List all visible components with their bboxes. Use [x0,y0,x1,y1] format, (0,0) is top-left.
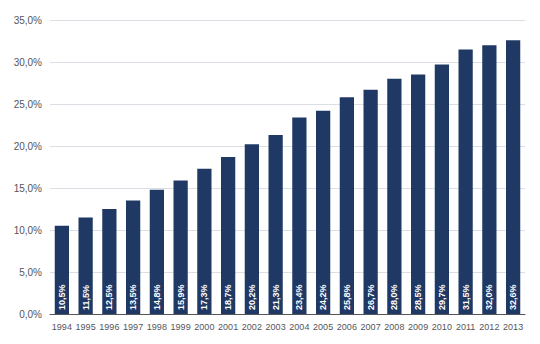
svg-text:2002: 2002 [242,322,262,332]
svg-text:1999: 1999 [171,322,191,332]
svg-text:2013: 2013 [503,322,523,332]
svg-text:15,9%: 15,9% [176,284,186,310]
svg-text:2007: 2007 [361,322,381,332]
svg-text:13,5%: 13,5% [128,284,138,310]
svg-text:10,0%: 10,0% [14,225,42,236]
svg-text:23,4%: 23,4% [294,284,304,310]
svg-text:35,0%: 35,0% [14,15,42,26]
svg-text:32,0%: 32,0% [484,284,494,310]
svg-text:2003: 2003 [266,322,286,332]
svg-text:2000: 2000 [194,322,214,332]
svg-text:1994: 1994 [52,322,72,332]
svg-text:2011: 2011 [456,322,475,332]
svg-text:15,0%: 15,0% [14,183,42,194]
svg-text:25,8%: 25,8% [342,284,352,310]
svg-text:0,0%: 0,0% [19,309,42,320]
svg-text:10,5%: 10,5% [57,284,67,310]
svg-text:2010: 2010 [432,322,452,332]
svg-text:2001: 2001 [218,322,238,332]
svg-text:2005: 2005 [313,322,333,332]
svg-text:26,7%: 26,7% [366,284,376,310]
svg-text:1995: 1995 [76,322,96,332]
svg-text:31,5%: 31,5% [461,284,471,310]
svg-text:20,0%: 20,0% [14,141,42,152]
svg-text:1998: 1998 [147,322,167,332]
svg-text:12,5%: 12,5% [104,284,114,310]
svg-text:20,2%: 20,2% [247,284,257,310]
svg-text:24,2%: 24,2% [318,284,328,310]
svg-text:2008: 2008 [384,322,404,332]
svg-text:29,7%: 29,7% [437,284,447,310]
svg-text:2004: 2004 [289,322,309,332]
svg-text:25,0%: 25,0% [14,99,42,110]
svg-text:1997: 1997 [123,322,143,332]
svg-text:28,5%: 28,5% [413,284,423,310]
svg-text:2012: 2012 [479,322,499,332]
svg-text:30,0%: 30,0% [14,57,42,68]
svg-text:5,0%: 5,0% [19,267,42,278]
svg-text:2009: 2009 [408,322,428,332]
svg-text:1996: 1996 [99,322,119,332]
svg-text:18,7%: 18,7% [223,284,233,310]
svg-text:2006: 2006 [337,322,357,332]
svg-text:17,3%: 17,3% [199,284,209,310]
svg-text:14,8%: 14,8% [152,284,162,310]
svg-text:28,0%: 28,0% [389,284,399,310]
svg-text:21,3%: 21,3% [271,284,281,310]
svg-text:11,5%: 11,5% [81,285,91,310]
svg-text:32,6%: 32,6% [508,284,518,310]
